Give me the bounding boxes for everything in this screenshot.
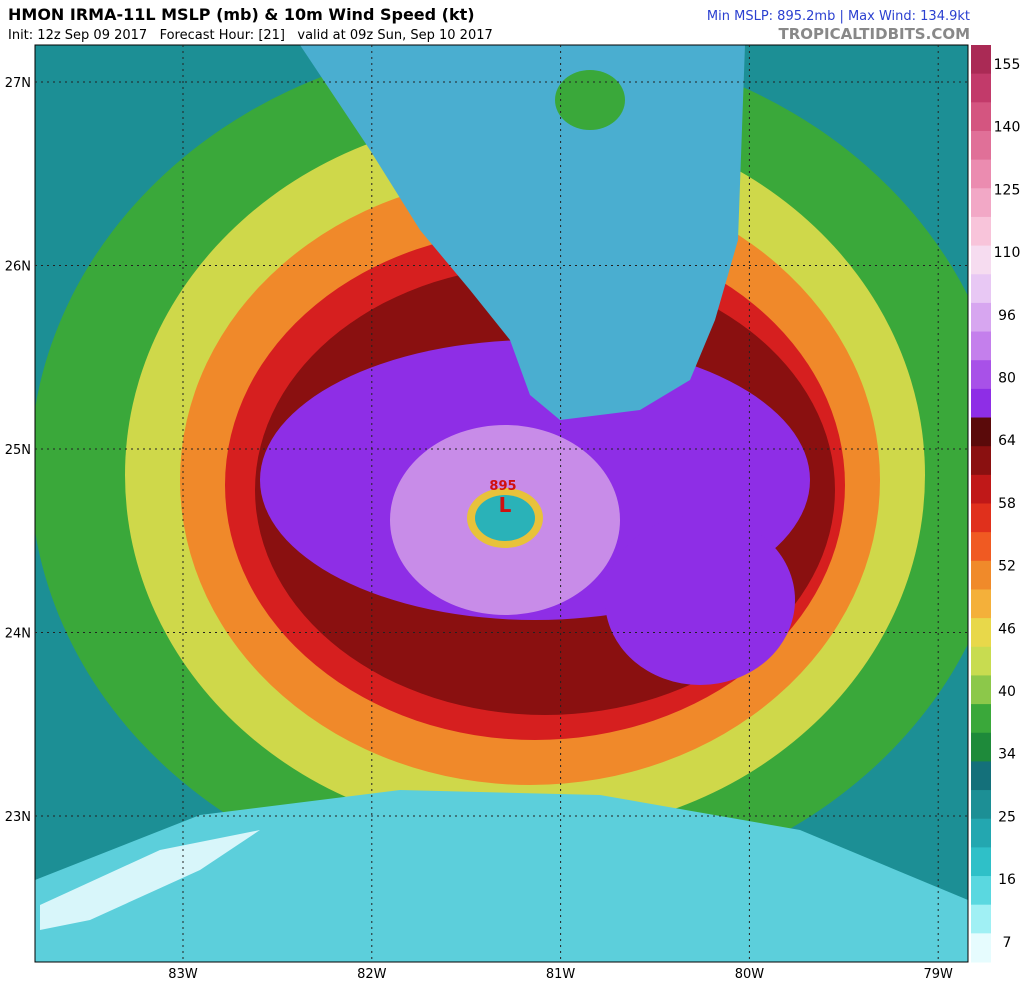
colorbar-swatch bbox=[971, 790, 991, 820]
colorbar-label: 25 bbox=[998, 809, 1016, 825]
colorbar-label: 7 bbox=[1003, 935, 1012, 951]
colorbar-swatch bbox=[971, 73, 991, 103]
lat-label: 27N bbox=[5, 76, 31, 91]
colorbar-swatch bbox=[971, 732, 991, 762]
map-frame bbox=[34, 44, 969, 963]
colorbar: 155 140 125 110 96 80 64 58 52 46 40 34 25 16 7 bbox=[971, 45, 1020, 963]
storm-stats: Min MSLP: 895.2mb | Max Wind: 134.9kt bbox=[707, 9, 970, 24]
colorbar-swatch bbox=[971, 388, 991, 419]
colorbar-swatch bbox=[971, 818, 991, 848]
colorbar-swatch bbox=[971, 532, 991, 562]
colorbar-label: 96 bbox=[998, 308, 1016, 324]
eye bbox=[475, 495, 535, 541]
colorbar-swatch bbox=[971, 675, 991, 705]
low-center-pressure: 895 bbox=[489, 479, 516, 494]
colorbar-label: 140 bbox=[994, 120, 1021, 136]
colorbar-swatch bbox=[971, 904, 991, 934]
calm-area bbox=[40, 830, 260, 930]
lon-label: 79W bbox=[923, 967, 953, 982]
colorbar-swatch bbox=[971, 646, 991, 676]
axis-labels: 27N 26N 25N 24N 23N 83W 82W 81W 80W 79W bbox=[5, 76, 953, 982]
colorbar-label: 80 bbox=[998, 371, 1016, 387]
colorbar-label: 16 bbox=[998, 872, 1016, 888]
colorbar-swatch bbox=[971, 159, 991, 189]
colorbar-swatch bbox=[971, 245, 991, 275]
lake-okeechobee-area bbox=[555, 70, 625, 130]
lon-label: 82W bbox=[357, 967, 387, 982]
lon-label: 83W bbox=[168, 967, 198, 982]
colorbar-swatch bbox=[971, 130, 991, 161]
cuba-low-wind bbox=[35, 790, 968, 962]
colorbar-swatch bbox=[971, 45, 991, 75]
colorbar-label: 40 bbox=[998, 684, 1016, 700]
colorbar-swatch bbox=[971, 761, 991, 791]
colorbar-swatch bbox=[971, 446, 991, 476]
colorbar-swatch bbox=[971, 847, 991, 877]
map-field bbox=[35, 45, 968, 962]
colorbar-label: 52 bbox=[998, 559, 1016, 575]
colorbar-label: 155 bbox=[994, 57, 1021, 73]
colorbar-swatch bbox=[971, 933, 991, 963]
colorbar-swatch bbox=[971, 503, 991, 533]
colorbar-label: 58 bbox=[998, 496, 1016, 512]
colorbar-label: 64 bbox=[998, 433, 1016, 449]
colorbar-swatch bbox=[971, 618, 991, 648]
colorbar-swatch bbox=[971, 474, 991, 504]
lon-label: 81W bbox=[546, 967, 576, 982]
lon-label: 80W bbox=[735, 967, 765, 982]
colorbar-label: 34 bbox=[998, 747, 1016, 763]
colorbar-swatch bbox=[971, 360, 991, 390]
colorbar-swatch bbox=[971, 589, 991, 619]
colorbar-label: 125 bbox=[994, 182, 1021, 198]
source-credit: TROPICALTIDBITS.COM bbox=[779, 25, 971, 43]
low-center-mark: L bbox=[499, 493, 512, 517]
colorbar-swatch bbox=[971, 704, 991, 734]
colorbar-swatch bbox=[971, 560, 991, 590]
colorbar-swatch bbox=[971, 302, 991, 333]
colorbar-label: 46 bbox=[998, 621, 1016, 637]
lat-label: 23N bbox=[5, 810, 31, 825]
colorbar-swatch bbox=[971, 876, 991, 906]
lat-label: 24N bbox=[5, 627, 31, 642]
colorbar-label: 110 bbox=[994, 245, 1021, 261]
lat-label: 26N bbox=[5, 260, 31, 275]
map-title: HMON IRMA-11L MSLP (mb) & 10m Wind Speed… bbox=[8, 5, 475, 24]
colorbar-swatch bbox=[971, 417, 991, 447]
colorbar-swatch bbox=[971, 216, 991, 247]
colorbar-swatch bbox=[971, 188, 991, 218]
lat-label: 25N bbox=[5, 443, 31, 458]
colorbar-swatch bbox=[971, 274, 991, 304]
colorbar-swatch bbox=[971, 331, 991, 361]
wind-band-purple-lobe bbox=[605, 515, 795, 685]
colorbar-swatch bbox=[971, 102, 991, 132]
init-line: Init: 12z Sep 09 2017 Forecast Hour: [21… bbox=[8, 28, 493, 43]
florida-land bbox=[300, 45, 745, 420]
